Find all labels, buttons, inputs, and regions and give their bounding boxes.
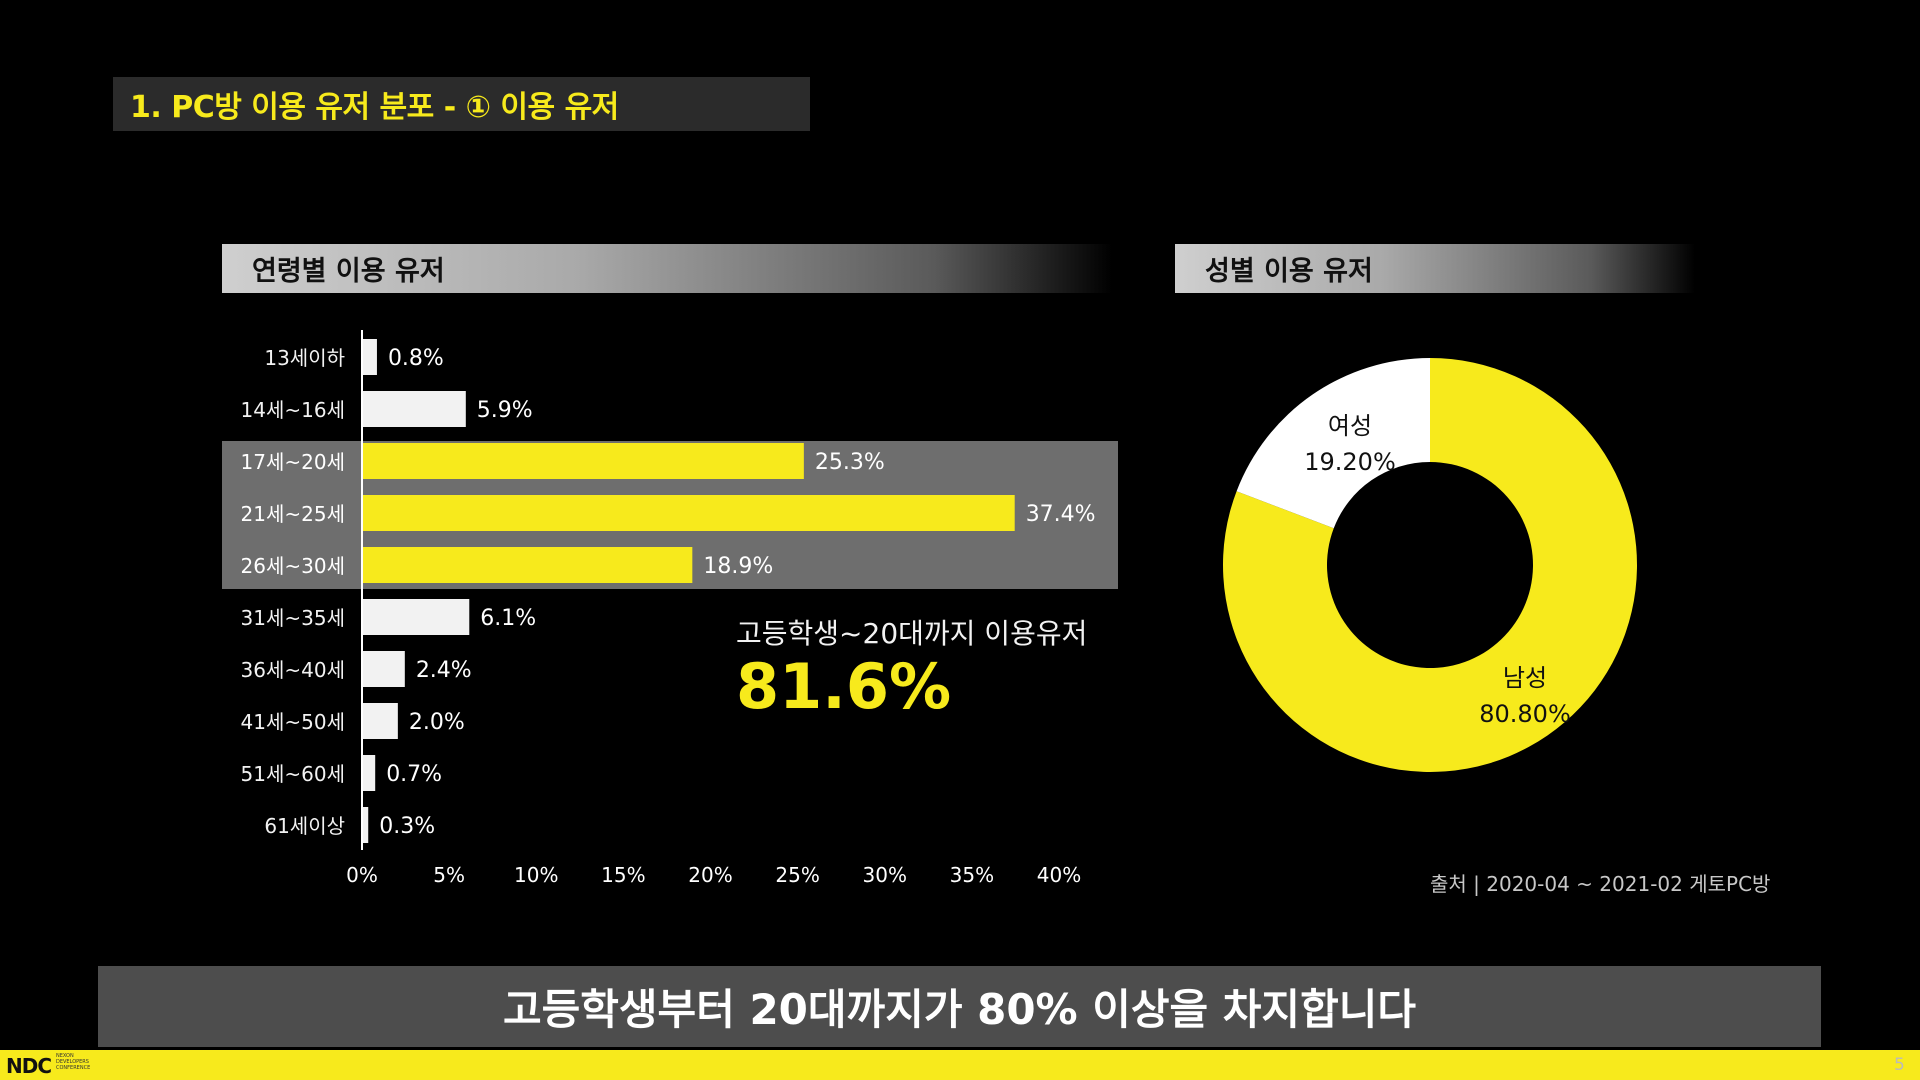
- gender-section-header: 성별 이용 유저: [1175, 244, 1695, 293]
- page-number: 5: [1894, 1055, 1905, 1075]
- x-tick-label: 40%: [1037, 863, 1081, 887]
- bar: [363, 807, 369, 843]
- category-label: 31세~35세: [241, 606, 345, 630]
- bar-value-label: 0.3%: [379, 814, 435, 839]
- bar-value-label: 5.9%: [477, 398, 533, 423]
- category-label: 61세이상: [264, 814, 345, 838]
- ndc-sub-3: CONFERENCE: [56, 1065, 91, 1071]
- x-tick-label: 25%: [775, 863, 819, 887]
- slide-title: 1. PC방 이용 유저 분포 - ① 이용 유저: [130, 90, 619, 125]
- category-label: 36세~40세: [241, 658, 345, 682]
- summary-banner: 고등학생부터 20대까지가 80% 이상을 차지합니다: [98, 966, 1821, 1047]
- gender-donut-chart: [1223, 358, 1637, 772]
- x-tick-label: 35%: [950, 863, 994, 887]
- callout-subtitle: 고등학생~20대까지 이용유저: [736, 617, 1088, 650]
- bar-value-label: 0.8%: [388, 346, 444, 371]
- bar: [363, 443, 804, 479]
- bar: [363, 391, 466, 427]
- x-tick-label: 30%: [863, 863, 907, 887]
- category-label: 41세~50세: [241, 710, 345, 734]
- pie-female-value: 19.20%: [1304, 448, 1396, 476]
- category-label: 21세~25세: [241, 502, 345, 526]
- bar: [363, 599, 470, 635]
- age-section-title: 연령별 이용 유저: [252, 256, 445, 287]
- x-tick-label: 5%: [433, 863, 465, 887]
- gender-section-title: 성별 이용 유저: [1205, 256, 1373, 287]
- category-label: 51세~60세: [241, 762, 345, 786]
- bar: [363, 339, 377, 375]
- source-note: 출처 | 2020-04 ~ 2021-02 게토PC방: [1430, 872, 1771, 896]
- pie-male-value: 80.80%: [1479, 700, 1571, 728]
- category-label: 14세~16세: [241, 398, 345, 422]
- bar-value-label: 25.3%: [815, 450, 885, 475]
- summary-text: 고등학생부터 20대까지가 80% 이상을 차지합니다: [503, 985, 1416, 1034]
- slide-title-bar: 1. PC방 이용 유저 분포 - ① 이용 유저: [113, 77, 810, 131]
- x-tick-label: 20%: [688, 863, 732, 887]
- category-label: 13세이하: [264, 346, 345, 370]
- bar: [363, 755, 376, 791]
- category-label: 17세~20세: [241, 450, 345, 474]
- pie-label-female: 여성 19.20%: [1300, 408, 1400, 480]
- footer-strip: [0, 1050, 1920, 1080]
- x-tick-label: 10%: [514, 863, 558, 887]
- bar: [363, 651, 405, 687]
- pie-label-male: 남성 80.80%: [1470, 660, 1580, 732]
- ndc-logo-subtext: NEXON DEVELOPERS CONFERENCE: [56, 1053, 90, 1071]
- bar: [363, 547, 693, 583]
- bar-value-label: 18.9%: [703, 554, 773, 579]
- pie-female-name: 여성: [1327, 412, 1373, 440]
- x-tick-label: 15%: [601, 863, 645, 887]
- bar-value-label: 0.7%: [386, 762, 442, 787]
- ndc-logo: NDC: [6, 1054, 52, 1078]
- donut-slice: [1236, 358, 1430, 529]
- ndc-sub-2: DEVELOPERS: [56, 1059, 89, 1065]
- ndc-sub-1: NEXON: [56, 1053, 74, 1059]
- bar-value-label: 2.4%: [416, 658, 472, 683]
- bar: [363, 495, 1015, 531]
- age-section-header: 연령별 이용 유저: [222, 244, 1112, 293]
- pie-male-name: 남성: [1502, 664, 1548, 692]
- bar-value-label: 2.0%: [409, 710, 465, 735]
- callout-value: 81.6%: [736, 650, 952, 723]
- bar: [363, 703, 398, 739]
- category-label: 26세~30세: [241, 554, 345, 578]
- bar-value-label: 6.1%: [480, 606, 536, 631]
- bar-value-label: 37.4%: [1026, 502, 1096, 527]
- x-tick-label: 0%: [346, 863, 378, 887]
- donut-slice: [1223, 358, 1637, 772]
